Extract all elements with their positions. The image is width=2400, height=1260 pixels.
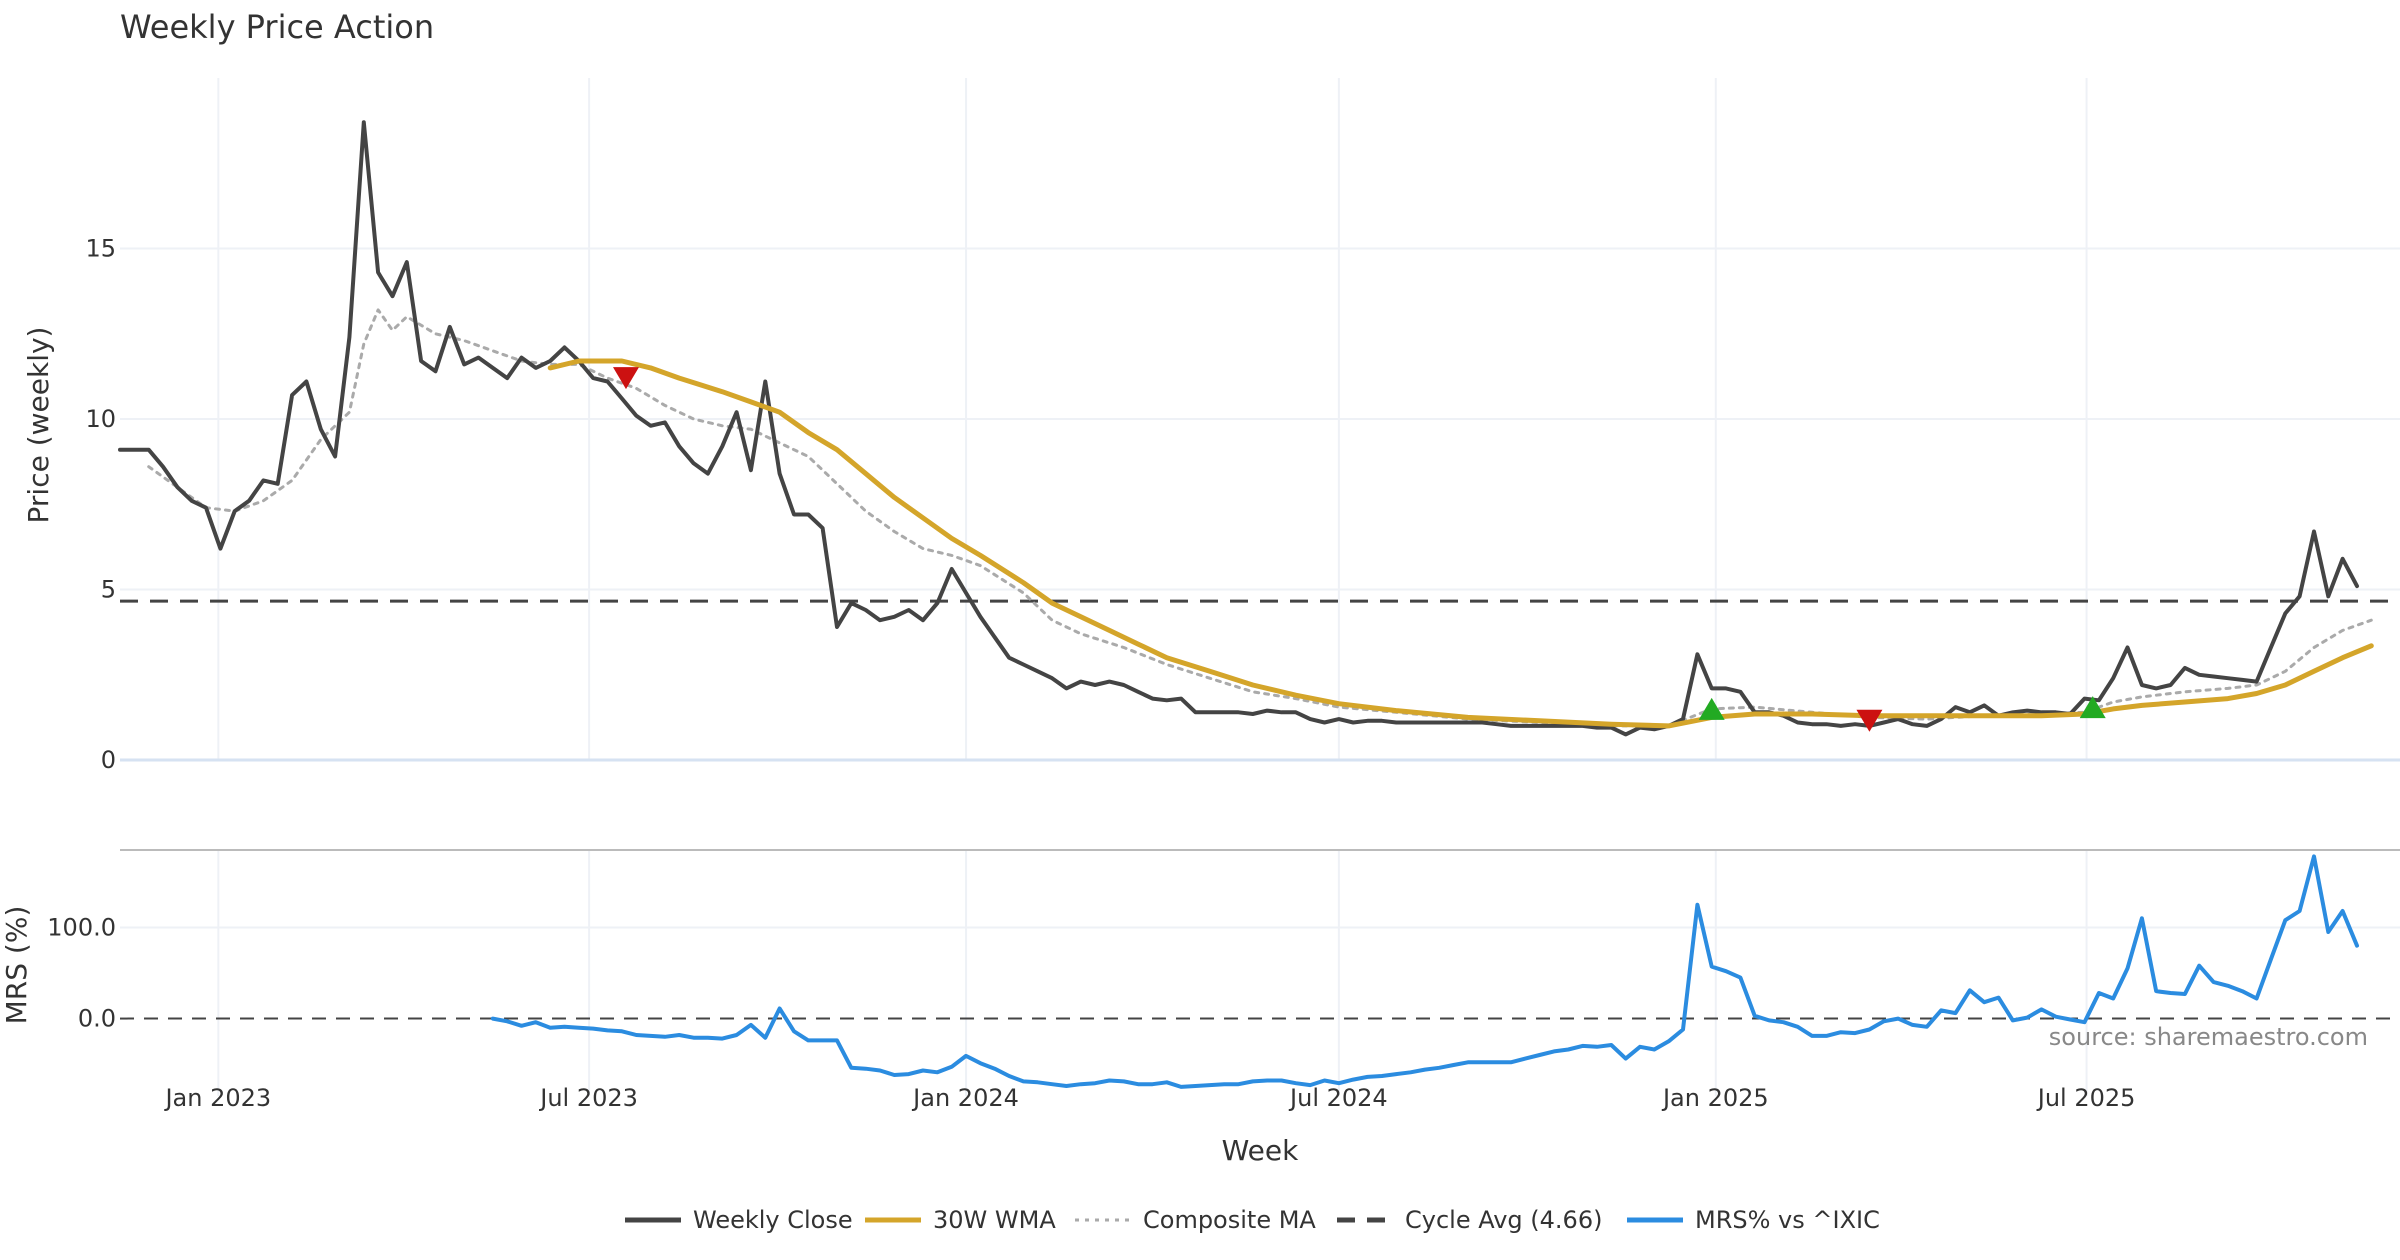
price-y-tick-label: 0 <box>101 746 116 774</box>
mrs-line <box>490 854 2359 1089</box>
legend-label-composite: Composite MA <box>1143 1206 1316 1234</box>
x-ticks: Jan 2023 Jul 2023 Jan 2024 Jul 2024 Jan 2025… <box>163 1084 2135 1112</box>
mrs-series-group <box>120 854 2400 1089</box>
legend-label-mrs: MRS% vs ^IXIC <box>1695 1206 1880 1234</box>
price-series-group <box>118 120 2400 737</box>
sell-signal-marker <box>612 367 639 390</box>
mrs-y-ticks: 0.0 100.0 <box>47 913 116 1032</box>
legend-label-cycle: Cycle Avg (4.66) <box>1405 1206 1602 1234</box>
price-y-tick-label: 5 <box>101 576 116 604</box>
legend-label-close: Weekly Close <box>693 1206 853 1234</box>
x-tick-label: Jul 2025 <box>2036 1084 2136 1112</box>
buy-signal-marker <box>2079 696 2106 719</box>
buy-signal-marker <box>1698 697 1725 720</box>
x-tick-label: Jan 2023 <box>163 1084 271 1112</box>
mrs-panel-gridlines <box>120 850 2400 1096</box>
price-y-axis-title: Price (weekly) <box>22 327 55 524</box>
x-tick-label: Jan 2024 <box>911 1084 1019 1112</box>
mrs-y-tick-label: 100.0 <box>47 913 116 941</box>
sell-signal-marker <box>1856 709 1883 732</box>
price-panel-gridlines <box>120 78 2400 762</box>
price-y-tick-label: 10 <box>85 405 116 433</box>
x-tick-label: Jul 2023 <box>538 1084 638 1112</box>
signal-markers <box>612 367 2106 732</box>
price-y-ticks: 0 5 10 15 <box>85 235 116 775</box>
price-y-tick-label: 15 <box>85 235 116 263</box>
mrs-y-tick-label: 0.0 <box>78 1005 116 1033</box>
x-axis-title: Week <box>1222 1134 1299 1167</box>
x-tick-label: Jul 2024 <box>1288 1084 1388 1112</box>
legend: Weekly Close 30W WMA Composite MA Cycle Avg… <box>625 1206 1880 1234</box>
wma-30w-line <box>547 358 2374 729</box>
legend-label-wma: 30W WMA <box>933 1206 1056 1234</box>
chart-title: Weekly Price Action <box>120 8 434 46</box>
weekly-close-line <box>118 120 2359 737</box>
source-label: source: sharemaestro.com <box>2049 1023 2368 1051</box>
x-tick-label: Jan 2025 <box>1661 1084 1769 1112</box>
mrs-y-axis-title: MRS (%) <box>0 906 33 1025</box>
composite-ma-line <box>147 308 2373 728</box>
